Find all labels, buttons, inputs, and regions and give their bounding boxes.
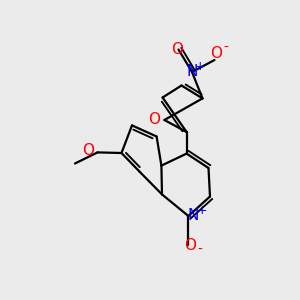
Text: O: O (82, 143, 94, 158)
Text: N: N (187, 208, 199, 224)
Text: -: - (197, 243, 202, 257)
Text: -: - (224, 40, 228, 54)
Text: O: O (171, 42, 183, 57)
Text: +: + (196, 204, 207, 217)
Text: +: + (195, 60, 206, 73)
Text: O: O (210, 46, 222, 62)
Text: O: O (184, 238, 196, 253)
Text: O: O (148, 112, 160, 128)
Text: N: N (186, 64, 198, 80)
